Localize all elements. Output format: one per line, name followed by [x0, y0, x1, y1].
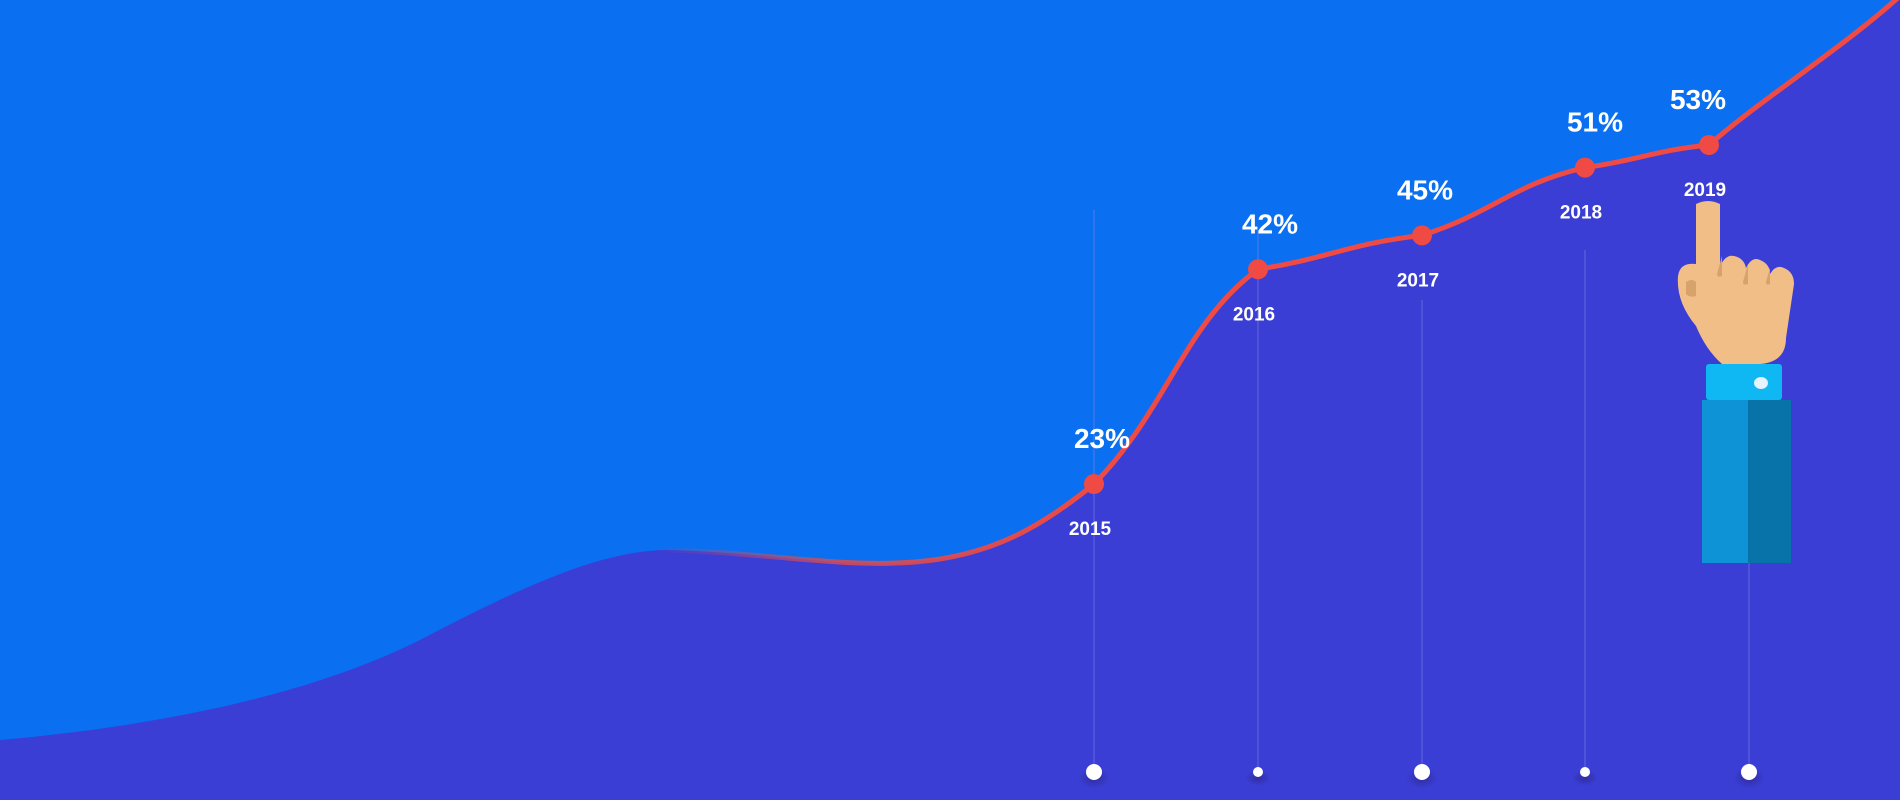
palm — [1677, 201, 1794, 364]
value-label: 42% — [1242, 208, 1298, 239]
value-label: 45% — [1397, 174, 1453, 205]
data-point-2018 — [1575, 157, 1595, 178]
value-label: 53% — [1670, 84, 1726, 115]
sleeve-light — [1702, 400, 1750, 563]
axis-dot — [1414, 764, 1430, 780]
year-label: 2015 — [1069, 519, 1112, 540]
axis-dot — [1253, 767, 1263, 777]
axis-dot — [1086, 764, 1102, 780]
pointing-hand-icon — [1677, 201, 1794, 563]
data-labels: 23% 2015 42% 2016 45% 2017 51% 2018 53% 2019 — [1069, 84, 1726, 540]
palm-shadow — [1686, 256, 1770, 297]
year-label: 2017 — [1397, 270, 1439, 291]
sleeve-dark — [1748, 400, 1791, 563]
cuff — [1706, 364, 1782, 400]
data-point-2015 — [1084, 474, 1104, 494]
data-markers — [1084, 135, 1719, 494]
year-label: 2018 — [1560, 203, 1602, 224]
value-label: 23% — [1074, 423, 1130, 454]
value-label: 51% — [1567, 107, 1623, 138]
data-point-2019 — [1699, 135, 1719, 155]
cuff-button — [1754, 377, 1768, 389]
data-point-2016 — [1248, 259, 1268, 280]
axis-dot — [1741, 764, 1757, 780]
series-line — [417, 0, 1900, 643]
axis-dot — [1580, 767, 1590, 777]
axis-dots — [1078, 764, 1765, 789]
year-label: 2019 — [1684, 180, 1726, 201]
axis-dot-shadow — [1572, 770, 1598, 786]
axis-dot-shadow — [1245, 770, 1271, 786]
data-point-2017 — [1412, 225, 1432, 246]
year-label: 2016 — [1233, 304, 1275, 325]
